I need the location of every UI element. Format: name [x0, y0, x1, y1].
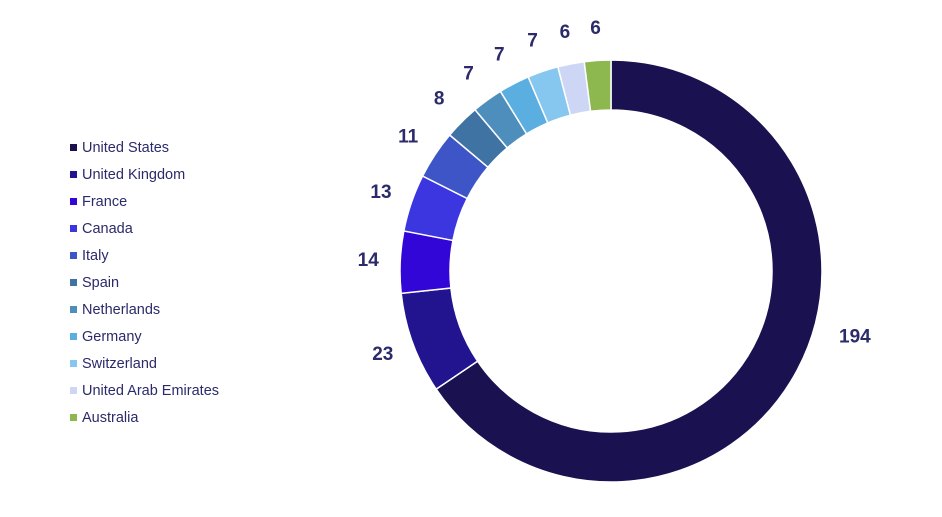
legend-swatch: [70, 333, 77, 340]
legend-item-spain: Spain: [70, 269, 219, 296]
data-label-united-states: 194: [839, 327, 871, 348]
legend-swatch: [70, 144, 77, 151]
legend-label: Germany: [82, 328, 142, 345]
legend-swatch: [70, 306, 77, 313]
data-label-united-arab-emirates: 6: [560, 22, 571, 43]
legend-label: Switzerland: [82, 355, 157, 372]
legend-label: United States: [82, 139, 170, 156]
legend-item-australia: Australia: [70, 404, 219, 431]
data-label-spain: 8: [434, 89, 445, 110]
legend-item-united-states: United States: [70, 134, 219, 161]
legend-item-france: France: [70, 188, 219, 215]
legend-swatch: [70, 360, 77, 367]
legend-item-canada: Canada: [70, 215, 219, 242]
legend-swatch: [70, 171, 77, 178]
legend-swatch: [70, 225, 77, 232]
legend-label: United Kingdom: [82, 166, 186, 183]
legend-swatch: [70, 414, 77, 421]
data-label-switzerland: 7: [527, 31, 538, 52]
slice-france: [399, 230, 454, 295]
chart-legend: United States United Kingdom France Canada I…: [70, 134, 219, 431]
legend-label: Netherlands: [82, 301, 161, 318]
legend-swatch: [70, 252, 77, 259]
data-label-canada: 13: [370, 182, 391, 203]
legend-label: Spain: [82, 274, 120, 291]
slice-united-states: [435, 59, 823, 483]
legend-label: Australia: [82, 409, 139, 426]
donut-slices: [399, 59, 823, 483]
legend-item-netherlands: Netherlands: [70, 296, 219, 323]
data-label-united-kingdom: 23: [372, 344, 393, 365]
legend-swatch: [70, 279, 77, 286]
legend-item-united-kingdom: United Kingdom: [70, 161, 219, 188]
legend-swatch: [70, 387, 77, 394]
data-label-germany: 7: [494, 45, 505, 66]
legend-label: United Arab Emirates: [82, 382, 220, 399]
data-label-france: 14: [358, 250, 380, 271]
legend-item-united-arab-emirates: United Arab Emirates: [70, 377, 219, 404]
legend-item-switzerland: Switzerland: [70, 350, 219, 377]
legend-item-germany: Germany: [70, 323, 219, 350]
legend-swatch: [70, 198, 77, 205]
legend-label: Italy: [82, 247, 109, 264]
data-label-italy: 11: [398, 127, 419, 148]
legend-label: Canada: [82, 220, 133, 237]
data-label-australia: 6: [590, 18, 601, 39]
legend-item-italy: Italy: [70, 242, 219, 269]
data-label-netherlands: 7: [463, 64, 474, 85]
legend-label: France: [82, 193, 128, 210]
slice-australia: [583, 59, 612, 113]
